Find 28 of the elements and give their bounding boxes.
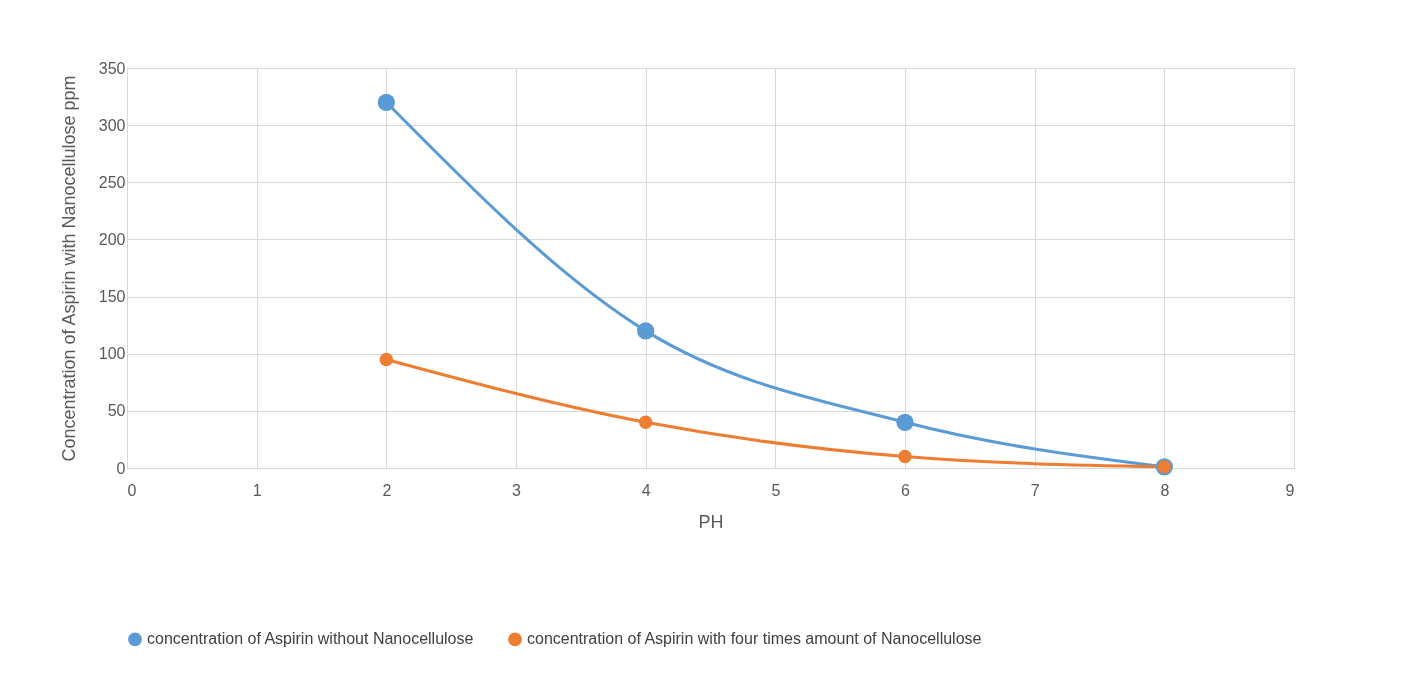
point (898, 449, 912, 464)
point (896, 413, 914, 431)
x-tick-label: 0 (127, 481, 137, 499)
y-tick-label: 0 (116, 459, 126, 477)
y-tick-label: 200 (98, 230, 126, 248)
point (637, 322, 655, 340)
y-tick-label: 100 (98, 345, 126, 363)
legend-label: concentration of Aspirin without Nanocellulose (147, 630, 474, 648)
y-tick-label: 150 (98, 288, 126, 306)
x-tick-label: 5 (771, 481, 781, 499)
x-tick-label: 8 (1160, 481, 1170, 499)
y-tick-label: 250 (98, 173, 126, 191)
point (377, 93, 395, 111)
legend-label: concentration of Aspirin with four times amount of Nanocellulose (527, 630, 982, 648)
x-tick-label: 4 (641, 481, 651, 499)
x-tick-label: 3 (512, 481, 522, 499)
x-tick-label: 2 (382, 481, 392, 499)
x-tick-label: 7 (1030, 481, 1040, 499)
y-tick-label: 50 (107, 402, 126, 420)
x-tick-label: 1 (252, 481, 262, 499)
y-tick-label: 350 (98, 59, 126, 77)
x-tick-label: 6 (901, 481, 911, 499)
y-tick-label: 300 (98, 116, 126, 134)
x-tick-label: 9 (1285, 481, 1295, 499)
point (638, 415, 653, 429)
x-axis-title: PH (698, 511, 724, 532)
point (379, 352, 394, 367)
y-axis-title: Concentration of Aspirin with Nanocellulose ppm (58, 75, 79, 462)
